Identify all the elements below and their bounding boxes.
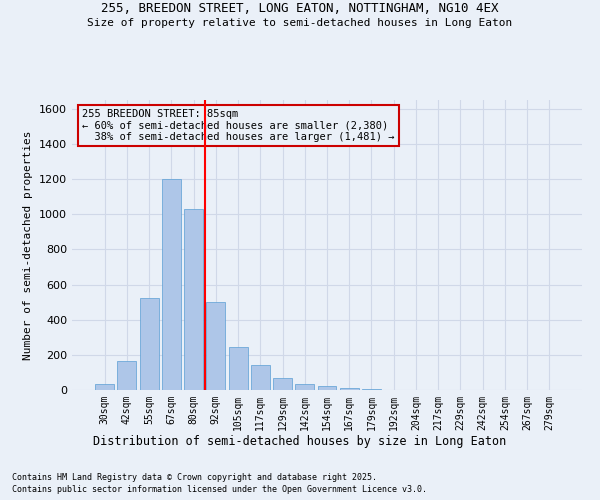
Bar	[251, 366, 270, 390]
Text: 255 BREEDON STREET: 85sqm
← 60% of semi-detached houses are smaller (2,380)
  38: 255 BREEDON STREET: 85sqm ← 60% of semi-…	[82, 108, 395, 142]
Bar	[340, 388, 359, 390]
Bar	[118, 361, 136, 390]
Bar	[317, 386, 337, 390]
Bar	[184, 209, 203, 390]
Bar	[206, 302, 225, 390]
Y-axis label: Number of semi-detached properties: Number of semi-detached properties	[23, 130, 34, 360]
Bar	[162, 179, 181, 390]
Text: Contains HM Land Registry data © Crown copyright and database right 2025.: Contains HM Land Registry data © Crown c…	[12, 472, 377, 482]
Text: 255, BREEDON STREET, LONG EATON, NOTTINGHAM, NG10 4EX: 255, BREEDON STREET, LONG EATON, NOTTING…	[101, 2, 499, 16]
Bar	[273, 378, 292, 390]
Bar	[229, 347, 248, 390]
Bar	[140, 298, 158, 390]
Text: Size of property relative to semi-detached houses in Long Eaton: Size of property relative to semi-detach…	[88, 18, 512, 28]
Text: Distribution of semi-detached houses by size in Long Eaton: Distribution of semi-detached houses by …	[94, 435, 506, 448]
Text: Contains public sector information licensed under the Open Government Licence v3: Contains public sector information licen…	[12, 485, 427, 494]
Bar	[295, 384, 314, 390]
Bar	[362, 389, 381, 390]
Bar	[95, 384, 114, 390]
